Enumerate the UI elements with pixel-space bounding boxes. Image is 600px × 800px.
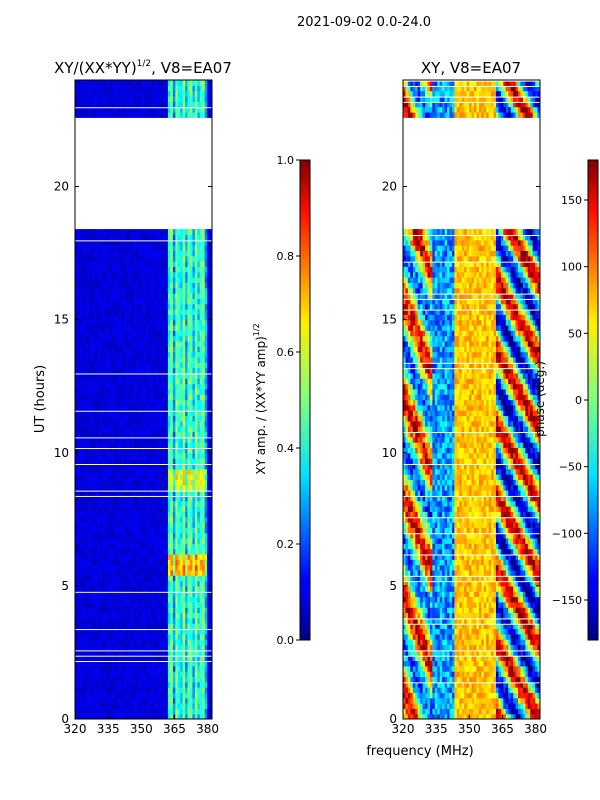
amplitude-x-tick-label: 365 xyxy=(163,722,186,736)
phase-colorbar-tick-label: 150 xyxy=(561,194,582,207)
amplitude-colorbar-tick-label: 0.6 xyxy=(277,346,295,359)
phase-colorbar-gradient xyxy=(587,159,599,641)
amplitude-colorbar: 0.0 0.2 0.4 0.6 0.8 1.0 XY amp. / (XX*YY amp)… xyxy=(252,154,311,647)
phase-colorbar-tick-label: 50 xyxy=(568,327,582,340)
phase-y-tick-label: 20 xyxy=(382,180,397,194)
phase-y-tick-label: 5 xyxy=(389,579,397,593)
phase-colorbar: 150 100 50 0 −50 −100 −150 phase (deg.) xyxy=(533,159,599,641)
amplitude-y-tick-label: 5 xyxy=(61,579,69,593)
amplitude-x-tick-label: 350 xyxy=(130,722,153,736)
amplitude-x-tick-label: 320 xyxy=(64,722,87,736)
amplitude-colorbar-ticks: 0.0 0.2 0.4 0.6 0.8 1.0 xyxy=(277,154,300,647)
phase-colorbar-label: phase (deg.) xyxy=(533,361,547,437)
amplitude-colorbar-gradient xyxy=(299,159,311,641)
amplitude-colorbar-label: XY amp. / (XX*YY amp)1/2 xyxy=(252,323,268,474)
amplitude-colorbar-tick-label: 0.8 xyxy=(277,250,295,263)
amplitude-panel-title: XY/(XX*YY)1/2, V8=EA07 xyxy=(54,59,232,77)
amplitude-plot-frame xyxy=(74,79,213,720)
phase-colorbar-tick-label: −100 xyxy=(552,527,582,540)
phase-colorbar-tick-label: 0 xyxy=(575,394,582,407)
phase-x-tick-label: 380 xyxy=(524,722,547,736)
phase-colorbar-tick-label: −150 xyxy=(552,594,582,607)
phase-colorbar-ticks: 150 100 50 0 −50 −100 −150 xyxy=(552,194,588,607)
phase-x-tick-label: 335 xyxy=(425,722,448,736)
phase-y-tick-label: 10 xyxy=(382,446,397,460)
amplitude-y-tick-label: 0 xyxy=(61,712,69,726)
x-axis-label: frequency (MHz) xyxy=(366,744,473,759)
phase-panel: XY, V8=EA07 320 335 350 365 380 0 5 10 15 20 freq… xyxy=(366,59,547,759)
phase-panel-title: XY, V8=EA07 xyxy=(421,59,521,77)
amplitude-y-tick-label: 10 xyxy=(54,446,69,460)
amplitude-x-tick-label: 335 xyxy=(97,722,120,736)
phase-x-tick-label: 365 xyxy=(491,722,514,736)
phase-colorbar-tick-label: 100 xyxy=(561,261,582,274)
amplitude-x-tick-label: 380 xyxy=(196,722,219,736)
y-axis-label: UT (hours) xyxy=(33,365,48,433)
amplitude-panel: XY/(XX*YY)1/2, V8=EA07 320 335 350 365 380 0 5… xyxy=(33,59,232,736)
phase-colorbar-tick-label: −50 xyxy=(559,461,582,474)
phase-axis-ticks: 320 335 350 365 380 0 5 10 15 20 xyxy=(382,180,547,737)
phase-plot-frame xyxy=(402,79,541,720)
phase-x-tick-label: 320 xyxy=(392,722,415,736)
phase-y-tick-label: 15 xyxy=(382,313,397,327)
amplitude-colorbar-tick-label: 0.2 xyxy=(277,538,295,551)
amplitude-y-tick-label: 15 xyxy=(54,313,69,327)
amplitude-axis-ticks: 320 335 350 365 380 0 5 10 15 20 xyxy=(54,180,219,737)
amplitude-colorbar-tick-label: 0.4 xyxy=(277,442,295,455)
amplitude-y-tick-label: 20 xyxy=(54,180,69,194)
phase-x-tick-label: 350 xyxy=(458,722,481,736)
figure-suptitle: 2021-09-02 0.0-24.0 xyxy=(297,15,431,30)
phase-y-tick-label: 0 xyxy=(389,712,397,726)
phase-heatmap xyxy=(403,80,540,719)
amplitude-colorbar-tick-label: 1.0 xyxy=(277,154,295,167)
amplitude-heatmap xyxy=(75,80,212,719)
amplitude-colorbar-tick-label: 0.0 xyxy=(277,634,295,647)
